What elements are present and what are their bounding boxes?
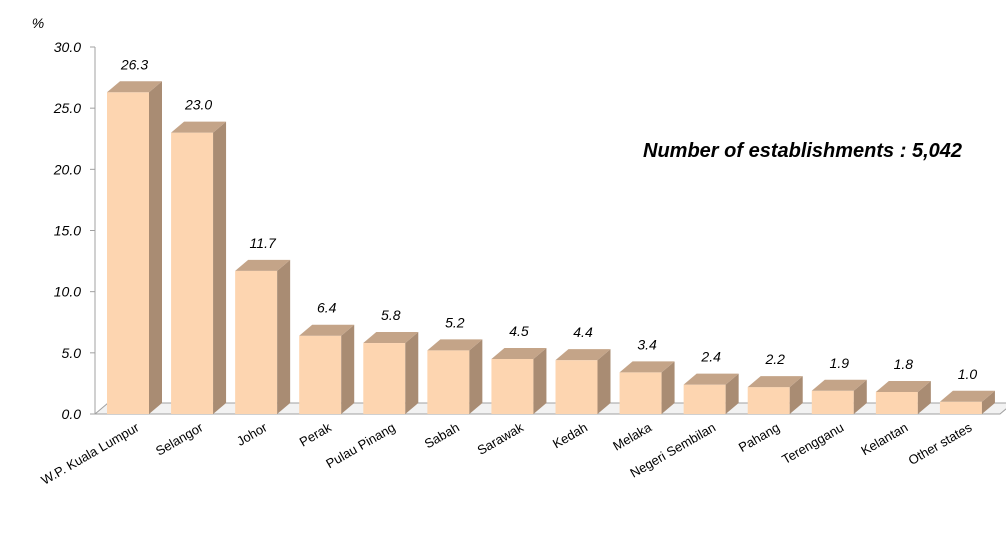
data-label: 26.3 <box>120 56 148 72</box>
bar-side <box>277 259 291 414</box>
y-tick-label: 0.0 <box>62 406 82 422</box>
bar-front <box>555 360 598 414</box>
bar-side <box>917 380 931 414</box>
bar <box>619 361 675 414</box>
bar-top <box>363 332 419 344</box>
bar-top <box>555 349 611 361</box>
bar-side <box>725 373 739 414</box>
bar-top <box>171 121 227 133</box>
bar-front <box>491 358 534 414</box>
bar <box>235 259 291 414</box>
data-label: 2.4 <box>700 349 721 365</box>
bar-front <box>939 401 982 414</box>
x-tick-label: Sarawak <box>475 419 527 458</box>
y-axis-unit-label: % <box>32 15 44 31</box>
data-label: 6.4 <box>317 300 337 316</box>
bar-front <box>619 372 662 414</box>
y-tick-label: 10.0 <box>54 284 81 300</box>
bar-top <box>235 259 291 271</box>
bar <box>107 81 162 414</box>
bar-front <box>747 387 790 414</box>
x-tick-label: Melaka <box>610 419 654 453</box>
bar <box>427 339 483 414</box>
bar-top <box>875 380 931 392</box>
bar <box>875 380 931 414</box>
bar-front <box>107 92 149 414</box>
bar <box>171 121 227 414</box>
x-tick-label: Sabah <box>422 420 462 452</box>
bar <box>939 390 995 414</box>
data-label: 4.4 <box>573 324 593 340</box>
x-tick-label: Kedah <box>550 420 590 452</box>
bar-front <box>299 335 342 414</box>
y-tick-label: 15.0 <box>54 223 81 239</box>
data-label: 1.9 <box>830 355 850 371</box>
bar-top <box>107 81 162 93</box>
bar-side <box>789 376 803 414</box>
data-label: 5.2 <box>445 314 465 330</box>
bar-side <box>981 390 995 414</box>
bar-top <box>299 324 355 336</box>
chart-floor <box>93 402 1006 415</box>
bar <box>683 373 739 414</box>
bar-top <box>619 361 675 373</box>
x-tick-label: W.P. Kuala Lumpur <box>38 419 142 487</box>
data-label: 3.4 <box>637 336 657 352</box>
bar <box>491 347 547 414</box>
bar-side <box>661 361 675 414</box>
x-tick-label: Pahang <box>736 420 782 455</box>
annotation-establishments: Number of establishments : 5,042 <box>643 140 962 162</box>
bar-top <box>683 373 739 385</box>
bar-front <box>811 390 854 414</box>
data-label: 1.0 <box>958 366 978 382</box>
y-tick-label: 20.0 <box>53 161 81 177</box>
bar-top <box>811 379 867 391</box>
bar-side <box>405 332 419 414</box>
bar-side <box>149 81 162 414</box>
bar <box>747 376 803 414</box>
bar <box>363 332 419 414</box>
bar-side <box>533 347 547 414</box>
y-tick-label: 5.0 <box>62 345 82 361</box>
bar-side <box>213 121 227 414</box>
bar-side <box>597 349 611 414</box>
data-label: 4.5 <box>509 323 529 339</box>
bar <box>555 349 611 414</box>
data-label: 2.2 <box>764 351 785 367</box>
bars <box>107 81 995 414</box>
bar-front <box>427 350 470 414</box>
bar-top <box>427 339 483 351</box>
bar-front <box>171 132 214 414</box>
bar <box>811 379 867 414</box>
bar-front <box>875 391 918 414</box>
x-tick-label: Johor <box>234 419 270 449</box>
bar-side <box>341 324 355 414</box>
x-tick-label: Pulau Pinang <box>323 420 397 472</box>
x-tick-label: Other states <box>906 419 975 468</box>
y-tick-label: 25.0 <box>53 100 81 116</box>
bar-top <box>747 376 803 388</box>
data-label: 1.8 <box>894 356 914 372</box>
bar <box>299 324 355 414</box>
bar-top <box>491 347 547 359</box>
bar-side <box>853 379 867 414</box>
data-label: 23.0 <box>184 97 212 113</box>
data-label: 5.8 <box>381 307 401 323</box>
bar-side <box>469 339 483 414</box>
x-tick-label: Selangor <box>153 419 206 458</box>
bar-top <box>939 390 995 402</box>
bar-front <box>683 384 726 414</box>
y-tick-label: 30.0 <box>54 39 81 55</box>
x-tick-label: Terengganu <box>779 420 846 467</box>
bar-front <box>363 343 406 414</box>
data-label: 11.7 <box>250 235 277 251</box>
x-tick-label: Kelantan <box>858 420 910 459</box>
bar-front <box>235 270 278 414</box>
x-tick-label: Perak <box>297 419 334 449</box>
